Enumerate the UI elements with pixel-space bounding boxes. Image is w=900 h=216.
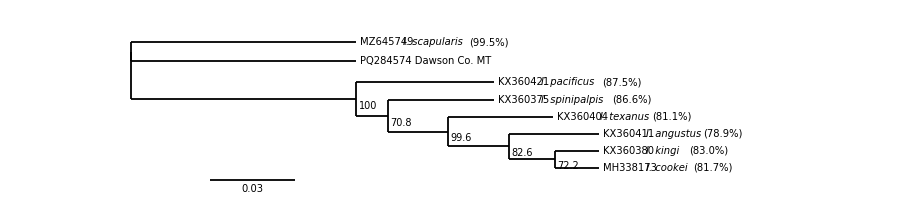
- Text: I. kingi: I. kingi: [646, 146, 682, 156]
- Text: PQ284574 Dawson Co. MT: PQ284574 Dawson Co. MT: [360, 56, 491, 66]
- Text: I. cookei: I. cookei: [646, 163, 691, 173]
- Text: (86.6%): (86.6%): [612, 95, 652, 105]
- Text: I. texanus: I. texanus: [600, 112, 652, 122]
- Text: (78.9%): (78.9%): [703, 129, 742, 139]
- Text: (81.1%): (81.1%): [652, 112, 691, 122]
- Text: I. scapularis: I. scapularis: [402, 37, 465, 47]
- Text: I. angustus: I. angustus: [646, 129, 705, 139]
- Text: KX360380: KX360380: [603, 146, 658, 156]
- Text: I. spinipalpis: I. spinipalpis: [541, 95, 607, 105]
- Text: (81.7%): (81.7%): [693, 163, 733, 173]
- Text: 0.03: 0.03: [242, 184, 264, 194]
- Text: MH338173: MH338173: [603, 163, 661, 173]
- Text: 72.2: 72.2: [557, 161, 579, 171]
- Text: (99.5%): (99.5%): [469, 37, 508, 47]
- Text: KX360404: KX360404: [557, 112, 611, 122]
- Text: 82.6: 82.6: [511, 148, 533, 158]
- Text: KX360421: KX360421: [498, 77, 553, 87]
- Text: I. pacificus: I. pacificus: [541, 77, 598, 87]
- Text: KX360375: KX360375: [498, 95, 553, 105]
- Text: 70.8: 70.8: [391, 118, 411, 128]
- Text: KX360411: KX360411: [603, 129, 658, 139]
- Text: (83.0%): (83.0%): [688, 146, 728, 156]
- Text: (87.5%): (87.5%): [602, 77, 642, 87]
- Text: 99.6: 99.6: [451, 133, 472, 143]
- Text: MZ645749: MZ645749: [360, 37, 417, 47]
- Text: 100: 100: [358, 101, 377, 111]
